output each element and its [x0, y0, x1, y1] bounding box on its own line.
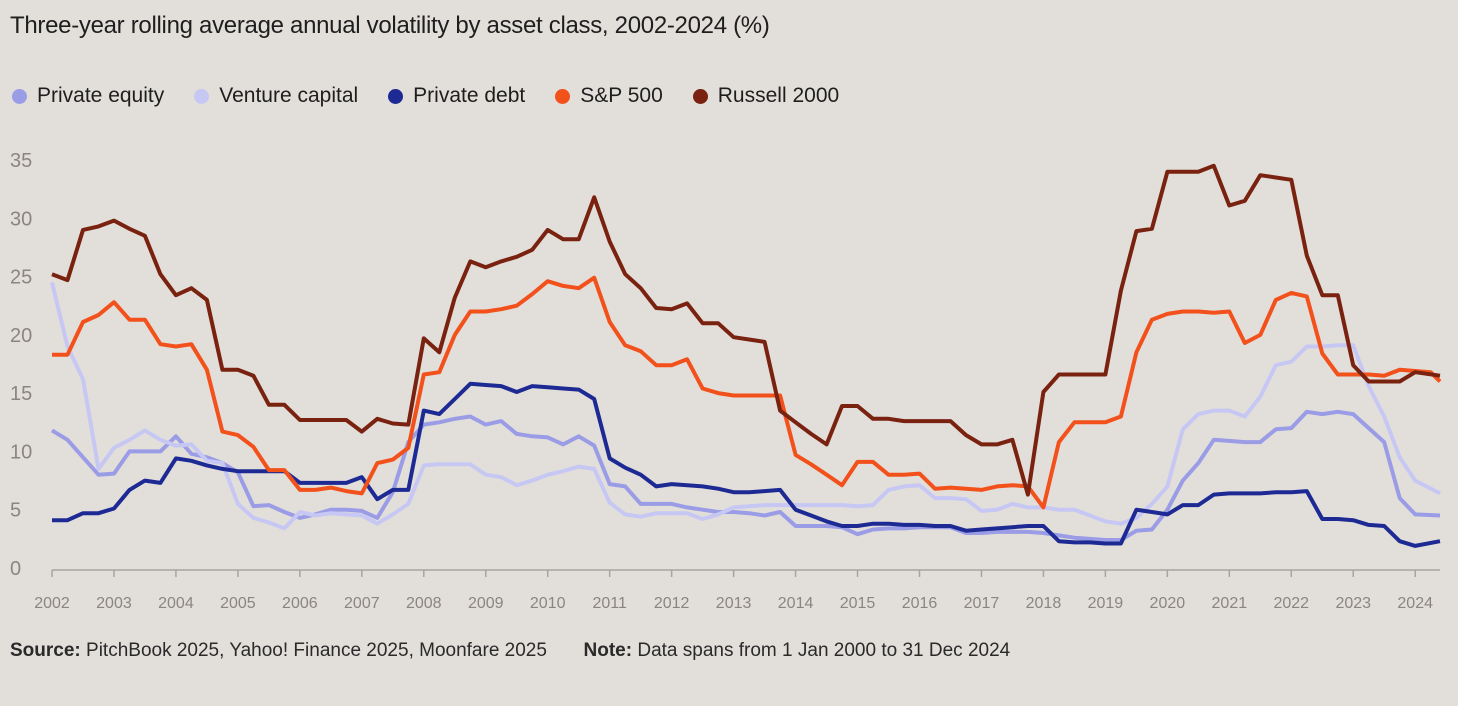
x-tick-label: 2002: [34, 595, 70, 612]
x-tick-label: 2021: [1212, 595, 1248, 612]
legend-marker: [12, 88, 27, 104]
series-line-s-p-500: [52, 275, 1442, 510]
source-label: Source:: [10, 640, 81, 661]
y-tick-label: 15: [10, 383, 32, 405]
note-label: Note:: [583, 640, 633, 661]
y-tick-label: 35: [10, 150, 32, 172]
legend-item-private-equity: Private equity: [12, 84, 164, 108]
x-tick-label: 2005: [220, 595, 256, 612]
legend-item-s-p-500: S&P 500: [555, 84, 663, 108]
x-tick-label: 2020: [1150, 595, 1186, 612]
source-text: PitchBook 2025, Yahoo! Finance 2025, Moo…: [86, 640, 547, 661]
legend-item-private-debt: Private debt: [388, 84, 525, 108]
x-tick-label: 2003: [96, 595, 132, 612]
x-tick-label: 2007: [344, 595, 380, 612]
x-tick-label: 2006: [282, 595, 318, 612]
x-tick-label: 2018: [1026, 595, 1062, 612]
legend-label: Russell 2000: [717, 84, 840, 107]
x-tick-label: 2016: [902, 595, 938, 612]
y-tick-label: 0: [10, 558, 21, 580]
footer: Source: PitchBook 2025, Yahoo! Finance 2…: [10, 640, 1010, 662]
x-tick-label: 2009: [468, 595, 504, 612]
legend: Private equity Venture capital Private deb…: [12, 84, 869, 108]
series-line-venture-capital: [50, 281, 1441, 531]
x-tick-label: 2023: [1335, 595, 1371, 612]
legend-item-russell-2000: Russell 2000: [692, 84, 840, 108]
legend-marker: [388, 88, 404, 104]
y-tick-label: 10: [10, 441, 32, 463]
x-tick-label: 2010: [530, 595, 566, 612]
y-tick-label: 20: [10, 325, 32, 347]
x-tick-label: 2022: [1273, 595, 1309, 612]
legend-marker: [194, 88, 210, 104]
chart-title: Three-year rolling average annual volati…: [10, 12, 770, 39]
y-tick-label: 5: [10, 500, 21, 522]
y-tick-label: 25: [10, 267, 32, 289]
y-tick-label: 30: [10, 208, 32, 230]
note-text: Data spans from 1 Jan 2000 to 31 Dec 202…: [637, 640, 1011, 661]
series-line-private-equity: [50, 409, 1441, 542]
legend-item-venture-capital: Venture capital: [194, 84, 358, 108]
x-tick-label: 2015: [840, 595, 876, 612]
legend-label: Venture capital: [219, 84, 359, 107]
legend-label: S&P 500: [580, 84, 663, 107]
x-tick-label: 2004: [158, 595, 194, 612]
legend-label: Private debt: [413, 84, 526, 107]
x-tick-label: 2017: [964, 595, 1000, 612]
legend-marker: [555, 88, 571, 104]
x-tick-label: 2024: [1397, 595, 1433, 612]
x-tick-label: 2008: [406, 595, 442, 612]
legend-marker: [692, 88, 708, 104]
x-tick-label: 2013: [716, 595, 752, 612]
x-tick-label: 2011: [592, 595, 627, 612]
series-line-russell-2000: [51, 163, 1441, 497]
x-tick-label: 2019: [1088, 595, 1124, 612]
x-tick-label: 2014: [778, 595, 814, 612]
x-tick-label: 2012: [654, 595, 690, 612]
line-chart: 0 5 10 15 20 25 30 35 2002 2003 2004 2005 2006 2007 20…: [10, 150, 1442, 612]
legend-label: Private equity: [37, 84, 165, 107]
